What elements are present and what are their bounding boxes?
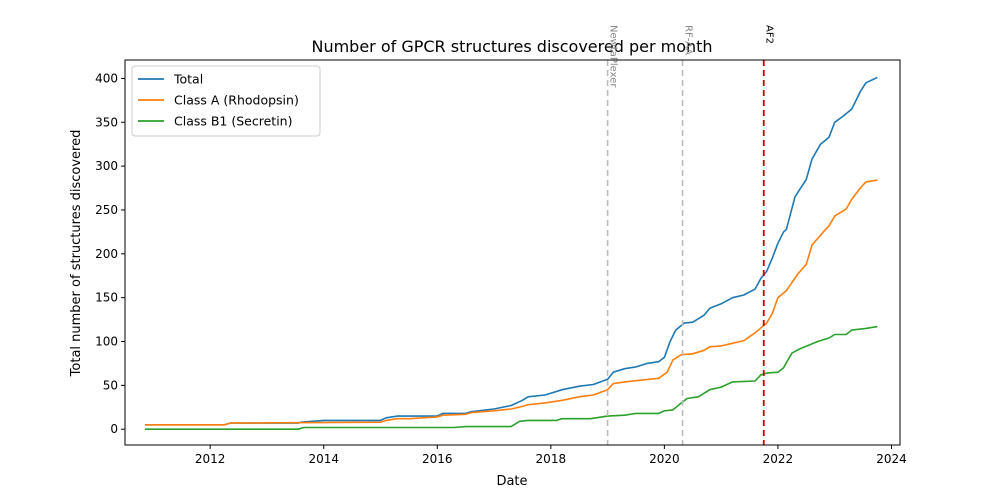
x-tick-label-2: 2016 — [422, 452, 453, 466]
y-axis-label: Total number of structures discovered — [69, 130, 84, 378]
series-line-1 — [144, 179, 878, 426]
chart-title: Number of GPCR structures discovered per… — [311, 37, 712, 56]
y-tick-label-0: 0 — [110, 422, 118, 436]
y-tick-label-5: 250 — [95, 203, 118, 217]
y-tick-label-7: 350 — [95, 115, 118, 129]
x-axis-label: Date — [496, 474, 527, 489]
legend-label-2: Class B1 (Secretin) — [174, 114, 292, 129]
vline-label-0: NewtaPlexer — [608, 25, 619, 88]
series-line-0 — [144, 76, 878, 426]
y-tick-label-4: 200 — [95, 247, 118, 261]
y-tick-label-1: 50 — [103, 378, 118, 392]
legend-label-0: Total — [173, 72, 203, 87]
x-tick-label-0: 2012 — [195, 452, 226, 466]
vline-label-2: AF2 — [764, 25, 775, 44]
x-tick-label-5: 2022 — [763, 452, 794, 466]
x-tick-label-1: 2014 — [308, 452, 339, 466]
series-line-2 — [144, 325, 878, 430]
y-tick-label-2: 100 — [95, 335, 118, 349]
legend-label-1: Class A (Rhodopsin) — [174, 93, 299, 108]
x-tick-label-3: 2018 — [536, 452, 567, 466]
legend-box — [131, 65, 321, 137]
x-tick-label-4: 2020 — [649, 452, 680, 466]
plot-area — [144, 60, 878, 445]
axes-frame — [124, 59, 901, 446]
vline-label-1: RF-AA — [683, 25, 694, 55]
x-tick-label-6: 2024 — [876, 452, 907, 466]
y-tick-label-8: 400 — [95, 71, 118, 85]
y-tick-label-3: 150 — [95, 291, 118, 305]
legend: Total Class A (Rhodopsin) Class B1 (Secret… — [131, 65, 321, 137]
y-tick-label-6: 300 — [95, 159, 118, 173]
